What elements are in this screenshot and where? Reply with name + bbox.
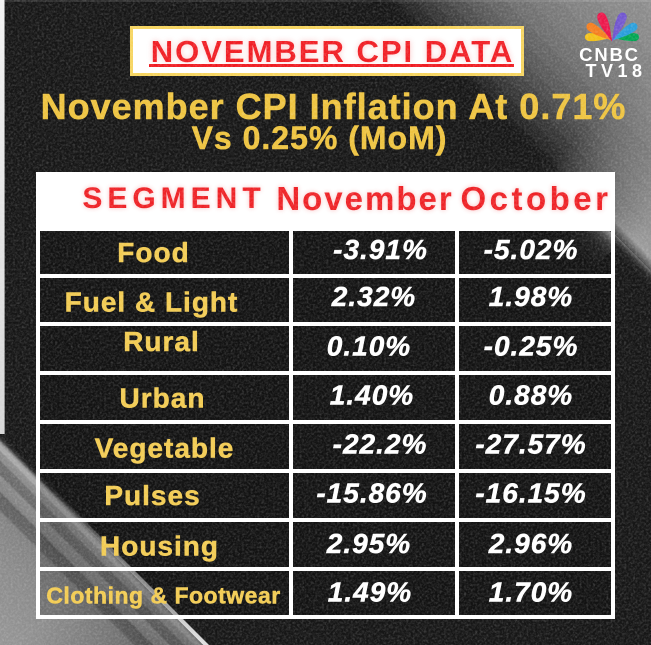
svg-text:TV18: TV18 bbox=[585, 61, 646, 81]
